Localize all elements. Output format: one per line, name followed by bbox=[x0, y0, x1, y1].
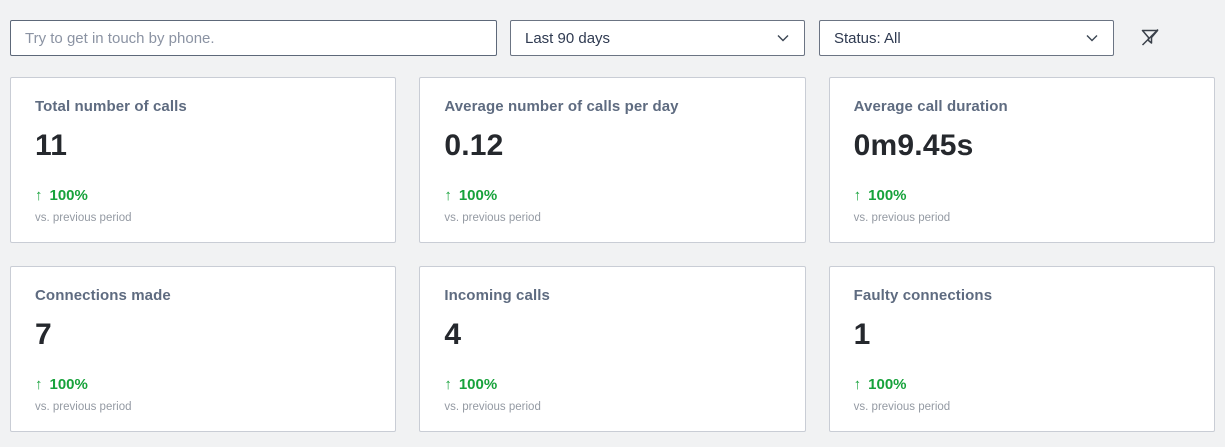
arrow-up-icon: ↑ bbox=[853, 376, 862, 393]
search-input[interactable] bbox=[10, 20, 497, 56]
stat-cards-grid: Total number of calls 11 ↑ 100% vs. prev… bbox=[10, 77, 1215, 432]
card-value: 7 bbox=[35, 318, 52, 351]
card-title: Faulty connections bbox=[853, 287, 993, 304]
status-dropdown[interactable]: Status: All bbox=[819, 20, 1114, 56]
delta-percent: 100% bbox=[868, 187, 907, 204]
clear-filters-button[interactable] bbox=[1132, 20, 1168, 56]
filter-toolbar: Last 90 days Status: All bbox=[0, 0, 1225, 56]
card-delta: ↑ 100% bbox=[444, 376, 780, 393]
arrow-up-icon: ↑ bbox=[853, 187, 862, 204]
card-caption: vs. previous period bbox=[444, 212, 541, 224]
card-delta: ↑ 100% bbox=[854, 376, 1190, 393]
card-incoming-calls: Incoming calls 4 ↑ 100% vs. previous per… bbox=[419, 266, 806, 432]
chevron-down-icon bbox=[775, 30, 791, 46]
date-range-dropdown[interactable]: Last 90 days bbox=[510, 20, 805, 56]
card-connections-made: Connections made 7 ↑ 100% vs. previous p… bbox=[10, 266, 397, 432]
delta-percent: 100% bbox=[49, 376, 88, 393]
chevron-down-icon bbox=[1084, 30, 1100, 46]
card-avg-call-duration: Average call duration 0m9.45s ↑ 100% vs.… bbox=[828, 77, 1215, 243]
card-title: Connections made bbox=[35, 287, 171, 304]
card-caption: vs. previous period bbox=[853, 401, 951, 413]
card-delta: ↑ 100% bbox=[854, 187, 1190, 204]
status-value: Status: All bbox=[834, 29, 901, 47]
arrow-up-icon: ↑ bbox=[35, 376, 43, 393]
card-value: 0.12 bbox=[444, 129, 504, 162]
card-delta: ↑ 100% bbox=[35, 187, 371, 204]
card-caption: vs. previous period bbox=[444, 401, 541, 413]
delta-percent: 100% bbox=[868, 376, 907, 393]
date-range-value: Last 90 days bbox=[525, 29, 611, 47]
card-caption: vs. previous period bbox=[853, 212, 951, 224]
card-delta: ↑ 100% bbox=[444, 187, 780, 204]
arrow-up-icon: ↑ bbox=[444, 376, 452, 393]
card-faulty-connections: Faulty connections 1 ↑ 100% vs. previous… bbox=[828, 266, 1215, 432]
card-value: 11 bbox=[35, 129, 68, 162]
delta-percent: 100% bbox=[49, 187, 88, 204]
card-value: 4 bbox=[444, 318, 462, 351]
arrow-up-icon: ↑ bbox=[35, 187, 43, 204]
card-title: Total number of calls bbox=[35, 98, 187, 115]
card-title: Incoming calls bbox=[444, 287, 550, 304]
arrow-up-icon: ↑ bbox=[444, 187, 452, 204]
card-value: 0m9.45s bbox=[853, 129, 974, 162]
card-title: Average number of calls per day bbox=[444, 98, 679, 115]
card-avg-calls-per-day: Average number of calls per day 0.12 ↑ 1… bbox=[419, 77, 806, 243]
card-caption: vs. previous period bbox=[35, 401, 132, 413]
card-delta: ↑ 100% bbox=[35, 376, 371, 393]
card-value: 1 bbox=[853, 318, 871, 351]
card-caption: vs. previous period bbox=[35, 212, 132, 224]
delta-percent: 100% bbox=[458, 187, 498, 204]
card-title: Average call duration bbox=[853, 98, 1008, 115]
delta-percent: 100% bbox=[458, 376, 498, 393]
card-total-calls: Total number of calls 11 ↑ 100% vs. prev… bbox=[10, 77, 397, 243]
filter-off-icon bbox=[1138, 25, 1162, 52]
